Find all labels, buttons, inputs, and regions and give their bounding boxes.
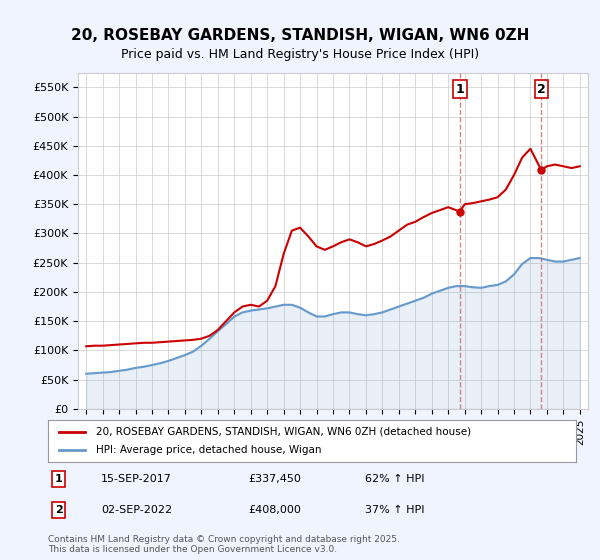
Text: 15-SEP-2017: 15-SEP-2017 bbox=[101, 474, 172, 484]
Text: £408,000: £408,000 bbox=[248, 505, 302, 515]
Text: 20, ROSEBAY GARDENS, STANDISH, WIGAN, WN6 0ZH: 20, ROSEBAY GARDENS, STANDISH, WIGAN, WN… bbox=[71, 28, 529, 43]
Text: 20, ROSEBAY GARDENS, STANDISH, WIGAN, WN6 0ZH (detached house): 20, ROSEBAY GARDENS, STANDISH, WIGAN, WN… bbox=[95, 427, 470, 437]
Text: Price paid vs. HM Land Registry's House Price Index (HPI): Price paid vs. HM Land Registry's House … bbox=[121, 48, 479, 60]
Text: 62% ↑ HPI: 62% ↑ HPI bbox=[365, 474, 424, 484]
Text: 2: 2 bbox=[537, 83, 546, 96]
Text: £337,450: £337,450 bbox=[248, 474, 302, 484]
Text: 02-SEP-2022: 02-SEP-2022 bbox=[101, 505, 172, 515]
Text: 2: 2 bbox=[55, 505, 62, 515]
Text: Contains HM Land Registry data © Crown copyright and database right 2025.
This d: Contains HM Land Registry data © Crown c… bbox=[48, 535, 400, 554]
Text: 1: 1 bbox=[455, 83, 464, 96]
Text: HPI: Average price, detached house, Wigan: HPI: Average price, detached house, Wiga… bbox=[95, 445, 321, 455]
Text: 37% ↑ HPI: 37% ↑ HPI bbox=[365, 505, 424, 515]
Text: 1: 1 bbox=[55, 474, 62, 484]
